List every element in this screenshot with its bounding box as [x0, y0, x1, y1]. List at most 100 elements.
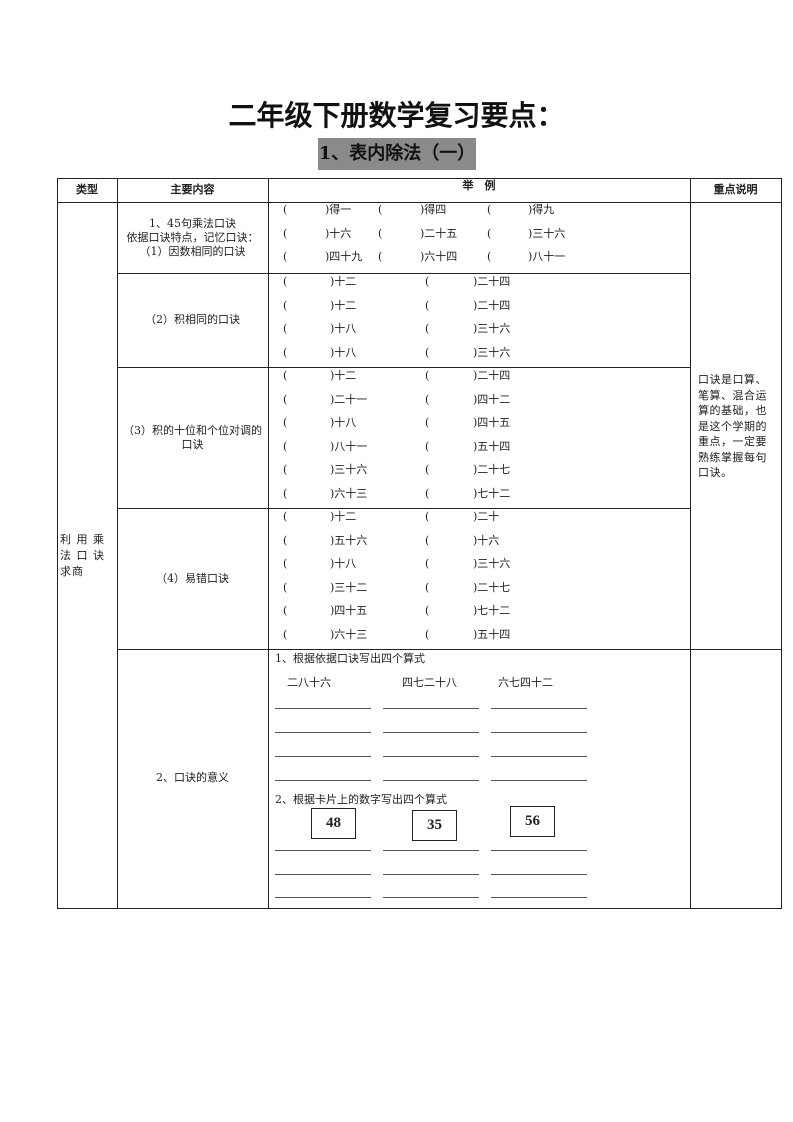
- blank-paren: (: [487, 203, 492, 216]
- blank-paren: (: [283, 226, 288, 240]
- column-header: 举 例: [462, 179, 496, 192]
- blank-paren: (: [283, 533, 288, 547]
- product-text: )五十四: [473, 439, 511, 453]
- column-header: 重点说明: [713, 183, 758, 196]
- product-text: )四十五: [473, 416, 511, 429]
- blank-paren: (: [283, 510, 288, 523]
- answer-line[interactable]: [275, 874, 371, 875]
- answer-line[interactable]: [491, 897, 587, 898]
- answer-line[interactable]: [275, 897, 371, 898]
- product-text: )十二: [330, 275, 357, 288]
- table-border: [117, 273, 690, 274]
- product-text: )二十四: [473, 275, 511, 288]
- product-text: )八十一: [528, 250, 566, 263]
- product-text: )七十二: [473, 604, 511, 617]
- answer-line[interactable]: [383, 708, 479, 709]
- product-text: )得四: [420, 203, 447, 216]
- rhyme-text: 二八十六: [287, 676, 331, 689]
- product-text: )十六: [473, 533, 500, 547]
- rhyme-text: 四七二十八: [402, 676, 457, 689]
- blank-paren: (: [425, 604, 430, 617]
- column-header: 主要内容: [170, 183, 215, 196]
- main-content: （2）积相同的口诀: [145, 313, 240, 326]
- answer-line[interactable]: [383, 732, 479, 733]
- blank-paren: (: [425, 392, 430, 406]
- answer-line[interactable]: [491, 850, 587, 851]
- product-text: )三十六: [473, 557, 511, 570]
- main-content: 1、45句乘法口诀 依据口诀特点，记忆口诀： （1）因数相同的口诀: [126, 216, 259, 258]
- product-text: )八十一: [330, 439, 368, 453]
- product-text: )四十九: [325, 250, 363, 263]
- blank-paren: (: [425, 275, 430, 288]
- blank-paren: (: [283, 275, 288, 288]
- product-text: )五十四: [473, 627, 511, 641]
- answer-line[interactable]: [491, 756, 587, 757]
- key-note: 口诀是口算、笔算、混合运算的基础，也是这个学期的重点，一定要熟练掌握每句口诀。: [698, 373, 767, 479]
- type-label: 利 用 乘 法 口 诀 求商: [60, 533, 105, 578]
- product-text: )十八: [330, 416, 357, 429]
- blank-paren: (: [425, 557, 430, 570]
- column-header: 类型: [76, 183, 98, 196]
- product-text: )四十五: [330, 604, 368, 617]
- product-text: )七十二: [473, 486, 511, 500]
- blank-paren: (: [425, 345, 430, 359]
- blank-paren: (: [378, 250, 383, 263]
- blank-paren: (: [378, 203, 383, 216]
- answer-line[interactable]: [491, 732, 587, 733]
- blank-paren: (: [283, 416, 288, 429]
- table-border: [57, 178, 782, 179]
- answer-line[interactable]: [275, 850, 371, 851]
- answer-line[interactable]: [275, 756, 371, 757]
- blank-paren: (: [425, 369, 430, 382]
- answer-line[interactable]: [383, 850, 479, 851]
- blank-paren: (: [283, 604, 288, 617]
- answer-line[interactable]: [275, 708, 371, 709]
- table-border: [117, 178, 118, 908]
- product-text: )二十四: [473, 369, 511, 382]
- answer-line[interactable]: [275, 780, 371, 781]
- blank-paren: (: [425, 322, 430, 335]
- table-border: [268, 178, 269, 908]
- blank-paren: (: [283, 392, 288, 406]
- product-text: )十八: [330, 322, 357, 335]
- blank-paren: (: [425, 463, 430, 476]
- product-text: )十二: [330, 510, 357, 523]
- product-text: )六十三: [330, 486, 368, 500]
- answer-line[interactable]: [383, 897, 479, 898]
- blank-paren: (: [378, 226, 383, 240]
- answer-line[interactable]: [383, 780, 479, 781]
- table-border: [117, 649, 781, 650]
- blank-paren: (: [425, 486, 430, 500]
- blank-paren: (: [283, 345, 288, 359]
- task-text: 2、根据卡片上的数字写出四个算式: [275, 793, 447, 806]
- table-border: [57, 178, 58, 908]
- main-content: （4）易错口诀: [156, 571, 229, 585]
- product-text: )三十六: [528, 226, 566, 240]
- blank-paren: (: [283, 439, 288, 453]
- product-text: )三十六: [473, 322, 511, 335]
- product-text: )四十二: [473, 392, 511, 406]
- product-text: )二十: [473, 510, 500, 523]
- table-border: [117, 508, 690, 509]
- blank-paren: (: [283, 580, 288, 594]
- answer-line[interactable]: [491, 780, 587, 781]
- product-text: )五十六: [330, 533, 368, 547]
- answer-line[interactable]: [383, 756, 479, 757]
- blank-paren: (: [425, 533, 430, 547]
- product-text: )二十四: [473, 298, 511, 312]
- table-border: [57, 908, 782, 909]
- answer-line[interactable]: [491, 708, 587, 709]
- blank-paren: (: [283, 557, 288, 570]
- product-text: )三十二: [330, 580, 368, 594]
- product-text: )十二: [330, 298, 357, 312]
- answer-line[interactable]: [275, 732, 371, 733]
- product-text: )十八: [330, 345, 357, 359]
- product-text: )六十四: [420, 250, 458, 263]
- answer-line[interactable]: [491, 874, 587, 875]
- answer-line[interactable]: [383, 874, 479, 875]
- product-text: )十六: [325, 226, 352, 240]
- blank-paren: (: [487, 226, 492, 240]
- table-border: [781, 178, 782, 908]
- product-text: )得九: [528, 203, 555, 216]
